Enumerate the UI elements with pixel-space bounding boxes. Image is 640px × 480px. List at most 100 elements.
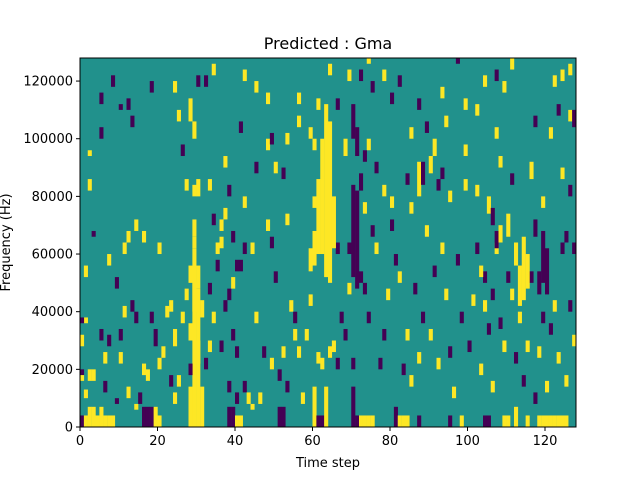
heatmap-cell-low <box>149 406 154 427</box>
heatmap-cell-low <box>107 334 112 347</box>
heatmap-cell-low <box>533 219 538 237</box>
heatmap-cell-high <box>304 328 309 341</box>
heatmap-cell-high <box>250 403 255 410</box>
heatmap-cell-high <box>169 300 174 312</box>
heatmap-cell-low <box>359 271 364 283</box>
heatmap-cell-high <box>254 81 259 93</box>
heatmap-cell-high <box>440 86 445 99</box>
heatmap-cell-low <box>269 132 274 145</box>
heatmap-cell-low <box>359 173 364 191</box>
heatmap-cell-low <box>541 311 546 324</box>
heatmap-cell-high <box>207 179 212 191</box>
heatmap-cell-high <box>87 150 92 157</box>
heatmap-cell-low <box>207 282 212 295</box>
heatmap-cell-low <box>432 265 437 278</box>
heatmap-cell-low <box>235 346 240 358</box>
heatmap-cell-high <box>312 230 317 266</box>
heatmap-cell-high <box>126 230 131 243</box>
heatmap-cell-high <box>87 179 92 191</box>
heatmap-cell-low <box>138 392 143 404</box>
heatmap-cell-high <box>316 98 321 110</box>
heatmap-cell-high <box>405 328 410 341</box>
heatmap-cell-high <box>362 202 367 214</box>
x-tick-label: 80 <box>382 434 399 449</box>
heatmap-cell-high <box>192 248 197 427</box>
heatmap-cell-low <box>293 311 298 324</box>
heatmap-cell-low <box>99 328 104 341</box>
heatmap-cell-high <box>506 415 511 427</box>
heatmap-cell-low <box>80 317 85 324</box>
heatmap-cell-high <box>134 403 139 410</box>
heatmap-cell-low <box>417 98 422 110</box>
heatmap-cell-high <box>572 334 577 347</box>
heatmap-cell-low <box>277 369 282 381</box>
heatmap-cell-low <box>114 277 119 289</box>
heatmap-cell-high <box>328 63 333 76</box>
heatmap-cell-low <box>355 415 360 427</box>
heatmap-cell-high <box>444 288 449 301</box>
heatmap-cell-low <box>370 81 375 93</box>
y-tick-label: 20000 <box>32 363 73 378</box>
heatmap-cell-high <box>269 357 274 370</box>
heatmap-cell-low <box>498 317 503 329</box>
heatmap-cell-low <box>118 328 123 341</box>
heatmap-cell-high <box>87 369 92 381</box>
heatmap-cell-high <box>242 196 247 208</box>
heatmap-cell-high <box>316 352 321 364</box>
heatmap-cell-high <box>215 242 220 255</box>
heatmap-cell-high <box>382 69 387 82</box>
heatmap-cell-high <box>312 138 317 151</box>
heatmap-cell-low <box>424 121 429 133</box>
heatmap-cell-high <box>196 265 201 289</box>
heatmap-cell-high <box>254 311 259 324</box>
heatmap-cell-high <box>223 207 228 220</box>
y-tick-label: 40000 <box>32 305 73 320</box>
heatmap-cell-high <box>366 58 371 64</box>
heatmap-cell-high <box>312 196 317 208</box>
x-tick-label: 40 <box>227 434 244 449</box>
heatmap-cell-high <box>366 138 371 151</box>
heatmap-cell-high <box>83 415 88 427</box>
heatmap-cell-low <box>80 369 85 376</box>
heatmap-cell-high <box>308 294 313 306</box>
heatmap-cell-high <box>196 179 201 197</box>
heatmap-cell-low <box>514 352 519 364</box>
heatmap-cell-low <box>521 375 526 387</box>
heatmap-cell-low <box>564 230 569 243</box>
heatmap-cell-low <box>153 328 158 347</box>
heatmap-cell-high <box>238 415 243 427</box>
heatmap-cell-high <box>80 334 85 347</box>
heatmap-cell-high <box>211 311 216 324</box>
heatmap-cell-high <box>266 92 271 105</box>
heatmap-cell-high <box>250 242 255 255</box>
heatmap-cell-high <box>211 63 216 76</box>
heatmap-cell-high <box>192 282 197 312</box>
heatmap-cell-high <box>545 415 550 427</box>
heatmap-cell-low <box>242 380 247 393</box>
heatmap-cell-low <box>273 271 278 283</box>
heatmap-cell-high <box>428 328 433 341</box>
heatmap-cell-low <box>91 230 96 237</box>
heatmap-cell-high <box>297 92 302 105</box>
heatmap-cell-high <box>157 415 162 427</box>
heatmap-cell-high <box>289 300 294 312</box>
heatmap-cell-low <box>483 271 488 283</box>
heatmap-cell-high <box>347 69 352 82</box>
heatmap-cell-low <box>440 167 445 180</box>
heatmap-cell-low <box>362 150 367 162</box>
heatmap-cell-low <box>475 242 480 255</box>
heatmap-cell-low <box>130 300 135 312</box>
heatmap-cell-low <box>204 357 209 370</box>
heatmap-cell-high <box>463 179 468 191</box>
y-tick-label: 60000 <box>32 248 73 263</box>
heatmap-cell-high <box>510 58 515 70</box>
heatmap-cell-high <box>517 265 522 306</box>
heatmap-cell-low <box>390 219 395 231</box>
heatmap-cell-low <box>506 271 511 283</box>
heatmap-cell-low <box>374 161 379 174</box>
heatmap-cell-low <box>355 190 360 289</box>
heatmap-cell-high <box>386 288 391 301</box>
heatmap-cell-high <box>502 340 507 353</box>
x-tick-label: 0 <box>76 434 84 449</box>
heatmap-cell-high <box>521 236 526 301</box>
